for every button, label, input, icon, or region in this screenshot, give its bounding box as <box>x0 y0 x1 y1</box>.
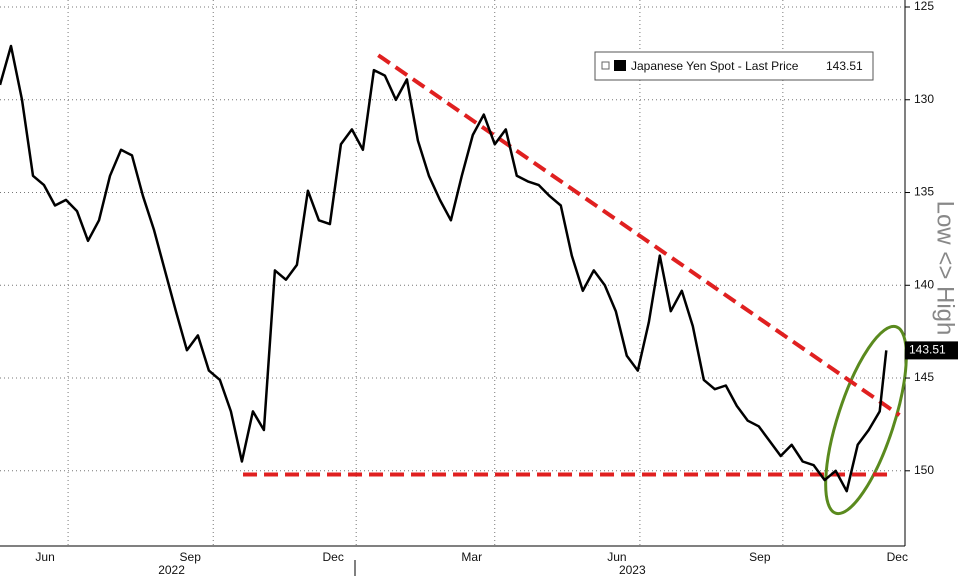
y-tick-label: 135 <box>914 185 934 199</box>
legend-swatch <box>614 60 626 71</box>
legend-expand <box>601 61 610 70</box>
y-tick-label: 140 <box>914 277 934 291</box>
x-tick-label: Dec <box>887 550 908 564</box>
x-tick-label: Dec <box>323 550 344 564</box>
x-tick-label: Jun <box>607 550 626 564</box>
year-label: 2022 <box>158 563 185 576</box>
price-line <box>0 44 888 493</box>
x-tick-label: Jun <box>35 550 54 564</box>
legend-value: 143.51 <box>826 59 863 73</box>
y-tick-label: 125 <box>914 0 934 13</box>
highlight-ellipse <box>824 324 908 516</box>
y-tick-label: 145 <box>914 370 934 384</box>
y-tick-label: 130 <box>914 92 934 106</box>
last-price-label: 143.51 <box>909 343 946 357</box>
legend-label: Japanese Yen Spot - Last Price <box>631 59 799 73</box>
legend-box <box>594 51 874 81</box>
y-tick-label: 150 <box>914 463 934 477</box>
legend: Japanese Yen Spot - Last Price 143.51 <box>594 51 874 81</box>
trendline <box>377 53 901 417</box>
x-tick-label: Mar <box>461 550 482 564</box>
x-tick-label: Sep <box>749 550 771 564</box>
x-tick-label: Sep <box>180 550 202 564</box>
last-price-tag <box>905 341 958 360</box>
side-label: Low <> High <box>932 201 958 336</box>
year-label: 2023 <box>619 563 646 576</box>
